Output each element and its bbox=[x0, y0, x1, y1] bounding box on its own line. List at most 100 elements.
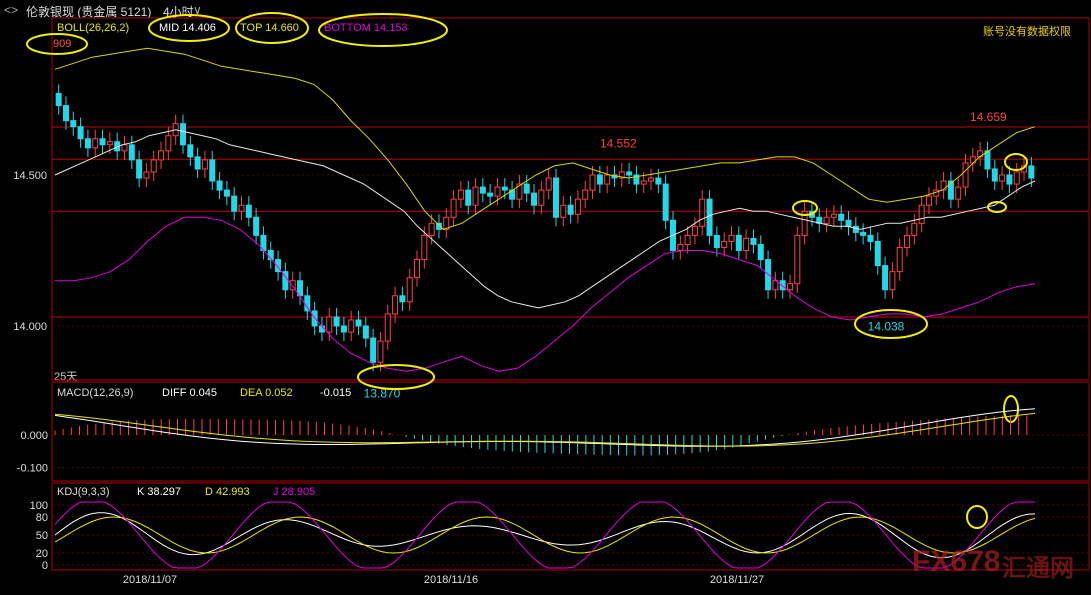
boll-line-mid bbox=[54, 129, 1036, 309]
candle-body bbox=[443, 216, 450, 230]
highlight-ellipse bbox=[966, 505, 988, 529]
candle-body bbox=[962, 162, 969, 188]
candle-body bbox=[223, 189, 230, 197]
watermark-logo: FX678 bbox=[912, 545, 1001, 578]
candle-body bbox=[70, 120, 77, 128]
macd-dea-value: DEA 0.052 bbox=[240, 387, 293, 399]
candle-body bbox=[414, 259, 421, 279]
candle-body bbox=[801, 210, 808, 236]
candle-body bbox=[648, 177, 655, 182]
candle-body bbox=[399, 295, 406, 303]
candle-body bbox=[852, 225, 859, 233]
kdj-indicator-label[interactable]: KDJ(9,3,3) bbox=[57, 486, 110, 498]
candle-body bbox=[194, 156, 201, 170]
candle-body bbox=[940, 180, 947, 191]
candle-body bbox=[187, 144, 194, 158]
candle-body bbox=[150, 159, 157, 173]
candle-body bbox=[604, 174, 611, 185]
candle-body bbox=[377, 340, 384, 363]
candle-body bbox=[633, 174, 640, 185]
candle-body bbox=[84, 138, 91, 149]
candle-body bbox=[1013, 171, 1020, 185]
candle-body bbox=[867, 234, 874, 242]
candle-body bbox=[370, 337, 377, 363]
candle-body bbox=[845, 219, 852, 227]
kdj-panel-frame bbox=[51, 482, 1090, 571]
candle-body bbox=[889, 271, 896, 291]
candle-body bbox=[896, 246, 903, 273]
candle-body bbox=[158, 150, 165, 161]
candle-body bbox=[999, 174, 1006, 182]
candle-body bbox=[501, 186, 508, 191]
macd-panel-frame bbox=[51, 381, 1090, 482]
highlight-ellipse bbox=[235, 12, 309, 44]
candle-body bbox=[904, 234, 911, 248]
candle-body bbox=[991, 168, 998, 182]
date-label: 2018/11/27 bbox=[710, 574, 764, 586]
candle-body bbox=[794, 234, 801, 285]
watermark-sub: 汇通网 bbox=[1002, 555, 1074, 582]
candle-body bbox=[874, 240, 881, 267]
candle-body bbox=[348, 319, 355, 333]
candle-body bbox=[128, 144, 135, 161]
boll-indicator-label[interactable]: BOLL(26,26,2) bbox=[57, 22, 130, 34]
candle-body bbox=[523, 183, 530, 194]
candle-body bbox=[1006, 174, 1013, 185]
candle-body bbox=[304, 295, 311, 312]
macd-indicator-label[interactable]: MACD(12,26,9) bbox=[57, 387, 134, 399]
candle-body bbox=[596, 174, 603, 185]
high-annotation: 14.659 bbox=[970, 110, 1007, 124]
high-annotation: 14.552 bbox=[600, 136, 637, 150]
candle-body bbox=[362, 325, 369, 339]
highlight-ellipse bbox=[357, 364, 435, 390]
highlight-ellipse bbox=[792, 200, 818, 216]
candle-body bbox=[165, 135, 172, 152]
candle-body bbox=[918, 204, 925, 224]
macd-hist-value: -0.015 bbox=[320, 387, 352, 399]
candle-body bbox=[406, 277, 413, 303]
candle-body bbox=[838, 213, 845, 221]
candle-body bbox=[179, 123, 186, 146]
kdj-tick-label: 50 bbox=[36, 530, 48, 542]
candle-body bbox=[545, 177, 552, 191]
candle-body bbox=[713, 234, 720, 248]
candle-body bbox=[209, 159, 216, 182]
boll-line-top bbox=[54, 47, 1036, 230]
candle-body bbox=[662, 183, 669, 221]
candle-body bbox=[691, 225, 698, 236]
candle-body bbox=[626, 171, 633, 176]
candle-body bbox=[779, 280, 786, 291]
candle-body bbox=[684, 234, 691, 245]
kdj-d-value: D 42.993 bbox=[205, 486, 250, 498]
data-permission-notice: 账号没有数据权限 bbox=[983, 26, 1071, 38]
candle-body bbox=[318, 325, 325, 333]
candle-body bbox=[721, 240, 728, 248]
candle-body bbox=[860, 231, 867, 236]
highlight-ellipse bbox=[987, 201, 1007, 213]
macd-tick-label: -0.100 bbox=[17, 463, 48, 475]
macd-tick-label: 0.000 bbox=[20, 430, 48, 442]
candle-body bbox=[106, 141, 113, 146]
nav-arrows-icon[interactable]: <> bbox=[4, 3, 19, 17]
candle-body bbox=[1028, 165, 1035, 179]
candle-body bbox=[582, 189, 589, 200]
candle-body bbox=[457, 189, 464, 200]
candle-body bbox=[750, 237, 757, 245]
candle-body bbox=[355, 319, 362, 327]
candle-body bbox=[699, 198, 706, 227]
candle-body bbox=[465, 189, 472, 206]
candle-body bbox=[55, 92, 62, 107]
candle-body bbox=[231, 195, 238, 212]
candle-body bbox=[62, 105, 69, 122]
kdj-j-line bbox=[54, 501, 1035, 569]
candle-body bbox=[728, 234, 735, 242]
candle-body bbox=[538, 189, 545, 206]
candle-body bbox=[757, 243, 764, 261]
date-label: 2018/11/07 bbox=[123, 574, 177, 586]
candle-body bbox=[333, 316, 340, 327]
kdj-tick-label: 0 bbox=[42, 560, 48, 572]
chevron-down-icon[interactable]: ∨ bbox=[193, 3, 202, 17]
candle-body bbox=[516, 183, 523, 200]
kdj-tick-label: 80 bbox=[36, 512, 48, 524]
